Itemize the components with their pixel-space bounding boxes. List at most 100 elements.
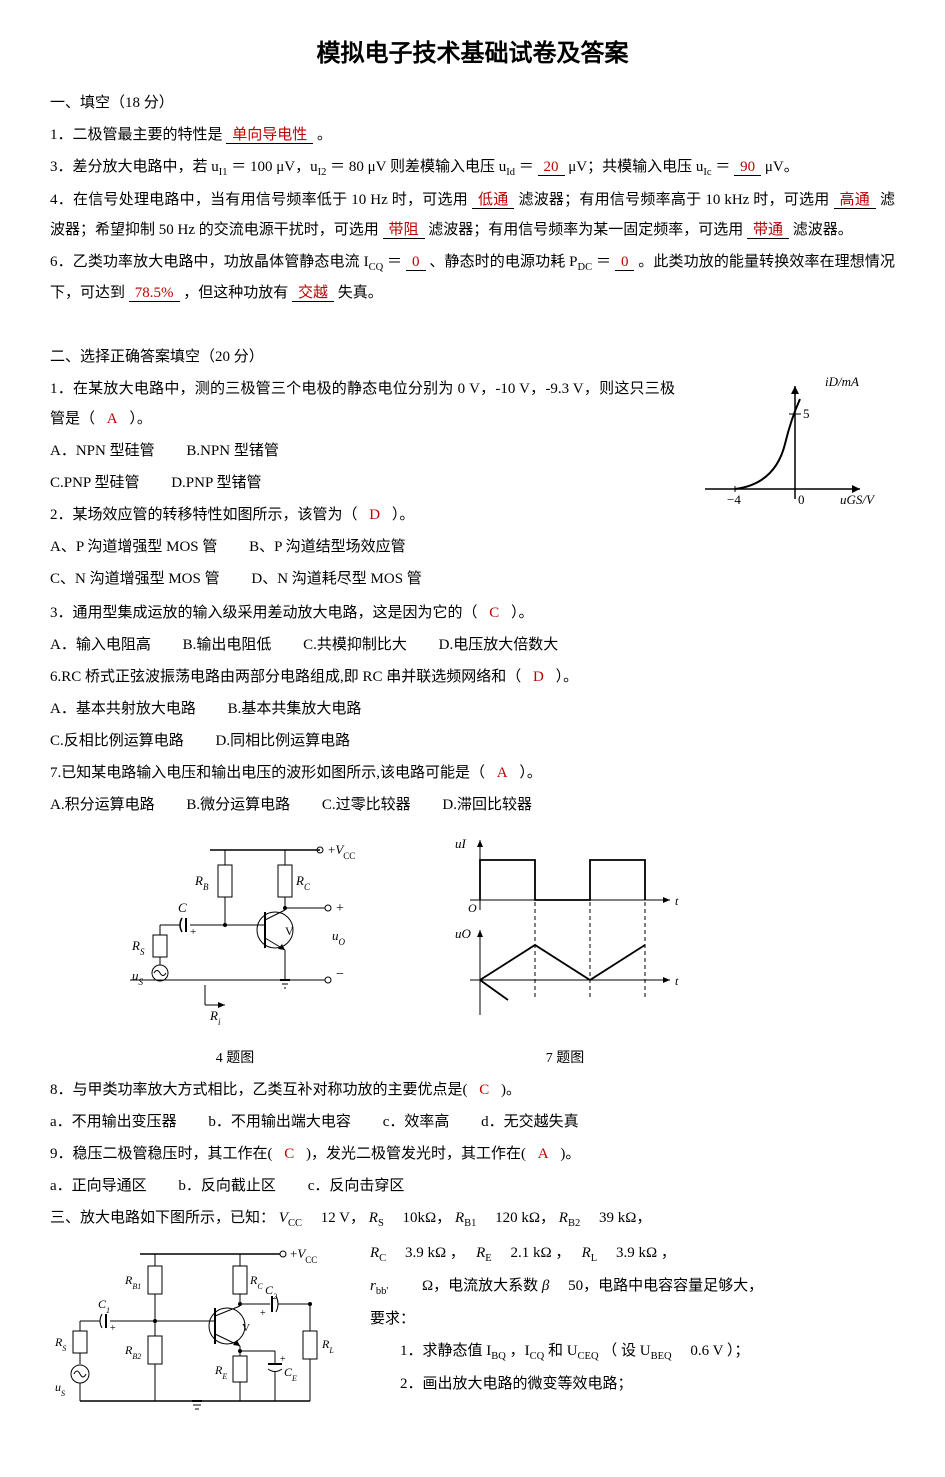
s2q9: 9．稳压二极管稳压时，其工作在( C )，发光二极管发光时，其工作在( A )。	[50, 1139, 895, 1169]
s2q7-ans: A	[489, 765, 516, 781]
svg-text:+: +	[190, 926, 196, 938]
svg-text:RS: RS	[54, 1335, 66, 1353]
section2-head: 二、选择正确答案填空（20 分）	[50, 342, 895, 372]
s2q9b: b．反向截止区	[178, 1171, 276, 1201]
svg-text:RC: RC	[295, 873, 311, 892]
s2q9a: a．正向导通区	[50, 1171, 147, 1201]
s3r1h: BEQ	[651, 1351, 672, 1362]
s2q9-text: 9．稳压二极管稳压时，其工作在(	[50, 1146, 273, 1162]
fig4-caption: 4 题图	[110, 1045, 360, 1073]
s3-re-v: 2.1 kΩ ，	[510, 1245, 570, 1261]
fig7-caption: 7 题图	[440, 1045, 690, 1073]
s3-vcc-v: 12 V，	[321, 1210, 365, 1226]
q2-figure: iD/mA uGS/V 5 −4 0	[685, 374, 875, 525]
s2q6B: B.基本共集放大电路	[228, 694, 362, 724]
s3r1i: 0.6 V ）；	[690, 1343, 749, 1359]
svg-text:uS: uS	[55, 1380, 65, 1398]
svg-text:+: +	[110, 1323, 116, 1334]
svg-text:Ri: Ri	[209, 1008, 221, 1027]
s3-rb1-l: R	[455, 1210, 464, 1226]
s3-re-l: R	[476, 1245, 485, 1261]
s2q6-opts2: C.反相比例运算电路 D.同相比例运算电路	[50, 726, 895, 756]
s2q7-opts: A.积分运算电路 B.微分运算电路 C.过零比较器 D.滞回比较器	[50, 790, 895, 820]
s3-rc-v: 3.9 kΩ ，	[405, 1245, 465, 1261]
q3-ans1: 20	[538, 159, 565, 176]
fig2-xlabel: uGS/V	[840, 492, 875, 507]
q3-b: ＝ 100 μV，u	[231, 159, 317, 175]
svg-text:+: +	[280, 1354, 286, 1365]
s2q8c: c．效率高	[383, 1107, 450, 1137]
q3-c: ＝ 80 μV 则差模输入电压 u	[330, 159, 506, 175]
q6-sub2: DC	[578, 262, 593, 273]
q4-d: 滤波器；有用信号频率为某一固定频率，可选用	[428, 222, 747, 238]
s2q6-ans: D	[525, 669, 552, 685]
s2q7C: C.过零比较器	[322, 790, 411, 820]
s2q8-opts: a．不用输出变压器 b．不用输出端大电容 c．效率高 d．无交越失真	[50, 1107, 895, 1137]
svg-text:V: V	[242, 1322, 250, 1334]
s3-line3: rbb' Ω，电流放大系数 β 50，电路中电容容量足够大，	[370, 1271, 895, 1302]
s3-rb2-l: R	[559, 1210, 568, 1226]
q4-ans2: 高通	[834, 192, 876, 209]
s2q9-end: )。	[560, 1146, 580, 1162]
q3-e: μV；共模输入电压 u	[568, 159, 703, 175]
q4: 4．在信号处理电路中，当有用信号频率低于 10 Hz 时，可选用 低通 滤波器；…	[50, 185, 895, 245]
q6-ans4: 交越	[292, 285, 334, 302]
s2q7A: A.积分运算电路	[50, 790, 155, 820]
svg-text:RE: RE	[214, 1363, 227, 1381]
s2q9-mid: )，发光二极管发光时，其工作在(	[306, 1146, 526, 1162]
q6-ans3: 78.5%	[129, 285, 180, 302]
s3-rb2-s: B2	[568, 1218, 580, 1229]
fig7-t2: t	[675, 974, 679, 988]
q1-pre: 1．二极管最主要的特性是	[50, 127, 223, 143]
fig7-uo: uO	[455, 926, 472, 941]
s3r1f: CEQ	[578, 1351, 599, 1362]
s3-beta-v: 50，电路中电容容量足够大，	[568, 1278, 763, 1294]
s2q6-end: ）。	[556, 669, 579, 685]
svg-text:uO: uO	[332, 928, 346, 947]
s3-rc-s: C	[379, 1253, 386, 1264]
s2q1A: A．NPN 型硅管	[50, 436, 155, 466]
s3-vcc-s: CC	[288, 1218, 302, 1229]
svg-text:RL: RL	[321, 1337, 334, 1355]
s3-req: 要求：	[370, 1304, 895, 1334]
q6-a: 6．乙类功率放大电路中，功放晶体管静态电流 I	[50, 254, 369, 270]
s3-rb1-s: B1	[464, 1218, 476, 1229]
q6-ans2: 0	[615, 254, 635, 271]
q6-c: 、静态时的电源功耗 P	[429, 254, 577, 270]
s2q2-opts1: A、P 沟道增强型 MOS 管 B、P 沟道结型场效应管	[50, 532, 895, 562]
s2q3: 3．通用型集成运放的输入级采用差动放大电路，这是因为它的（ C ）。	[50, 598, 895, 628]
section3-line1: 三、放大电路如下图所示，已知： VCC 12 V， RS 10kΩ， RB1 1…	[50, 1203, 895, 1234]
svg-text:+: +	[336, 901, 344, 916]
q3-sub2: I2	[318, 167, 327, 178]
svg-text:RB: RB	[194, 873, 209, 892]
s2q2B: B、P 沟道结型场效应管	[249, 532, 406, 562]
s3-rb1-v: 120 kΩ，	[495, 1210, 555, 1226]
s2q2-end: ）。	[392, 507, 415, 523]
svg-text:V: V	[285, 924, 294, 938]
q3-f: ＝	[715, 159, 734, 175]
s2q8b: b．不用输出端大电容	[208, 1107, 351, 1137]
s3-line2: RC 3.9 kΩ ， RE 2.1 kΩ ， RL 3.9 kΩ ，	[370, 1238, 895, 1269]
s2q1D: D.PNP 型锗管	[171, 468, 261, 498]
s2q1-end: ）。	[129, 411, 152, 427]
svg-text:−: −	[336, 967, 344, 982]
s2q3-text: 3．通用型集成运放的输入级采用差动放大电路，这是因为它的（	[50, 605, 478, 621]
s2q8a: a．不用输出变压器	[50, 1107, 177, 1137]
s3-rs-s: S	[378, 1218, 384, 1229]
q6-b: ＝	[387, 254, 402, 270]
s2q6A: A．基本共射放大电路	[50, 694, 196, 724]
s2q1C: C.PNP 型硅管	[50, 468, 139, 498]
s2q7: 7.已知某电路输入电压和输出电压的波形如图所示,该电路可能是（ A ）。	[50, 758, 895, 788]
s3-rbb-s: bb'	[376, 1286, 388, 1297]
sec3-text: RC 3.9 kΩ ， RE 2.1 kΩ ， RL 3.9 kΩ ， rbb'…	[370, 1236, 895, 1401]
svg-text:RC: RC	[249, 1273, 263, 1291]
s2q3-end: ）。	[511, 605, 534, 621]
s2q8d: d．无交越失真	[481, 1107, 579, 1137]
s3r1c: ，I	[510, 1343, 530, 1359]
s2q9-ans1: C	[276, 1146, 302, 1162]
s3r1e: 和 U	[548, 1343, 578, 1359]
s3-re-s: E	[485, 1253, 491, 1264]
s3-r2: 2．画出放大电路的微变等效电路；	[370, 1369, 895, 1399]
s2q8-ans: C	[471, 1082, 497, 1098]
svg-text:RS: RS	[131, 938, 145, 957]
